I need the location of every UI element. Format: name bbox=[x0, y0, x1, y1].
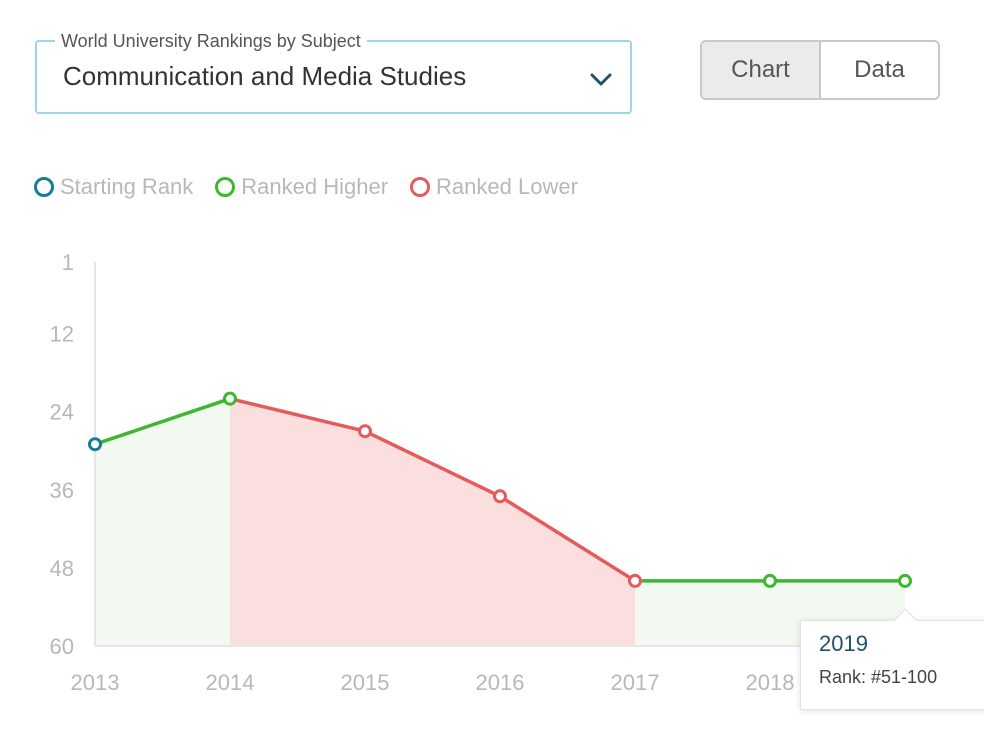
view-toggle: Chart Data bbox=[700, 40, 940, 100]
legend-label: Starting Rank bbox=[60, 174, 194, 199]
chart-legend: Starting Rank Ranked Higher Ranked Lower bbox=[34, 174, 578, 200]
chevron-down-icon bbox=[590, 73, 612, 86]
data-point bbox=[493, 489, 507, 504]
line-segment bbox=[363, 429, 502, 499]
y-tick-label: 24 bbox=[50, 400, 74, 425]
x-tick-label: 2013 bbox=[71, 670, 120, 695]
area-segment bbox=[95, 398, 230, 646]
line-segment bbox=[93, 396, 232, 446]
subject-select-label: World University Rankings by Subject bbox=[55, 27, 367, 55]
chart-tooltip: 2019 Rank: #51-100 bbox=[800, 608, 984, 710]
area-segment bbox=[500, 496, 635, 646]
area-segment bbox=[365, 431, 500, 646]
circle-icon bbox=[410, 177, 431, 197]
area-segment bbox=[635, 580, 770, 646]
data-point bbox=[358, 424, 372, 439]
data-point bbox=[898, 573, 912, 588]
circle-icon bbox=[215, 177, 236, 197]
chart-view-button[interactable]: Chart bbox=[702, 42, 821, 98]
x-tick-label: 2015 bbox=[341, 670, 390, 695]
x-tick-label: 2014 bbox=[206, 670, 255, 695]
y-tick-label: 60 bbox=[50, 634, 74, 659]
tooltip-rank: Rank: #51-100 bbox=[819, 667, 938, 687]
data-point bbox=[628, 573, 642, 588]
data-point bbox=[223, 391, 237, 406]
y-tick-label: 36 bbox=[50, 478, 74, 503]
x-tick-label: 2018 bbox=[746, 670, 795, 695]
area-segment bbox=[230, 398, 365, 646]
x-tick-label: 2017 bbox=[611, 670, 660, 695]
data-point bbox=[88, 437, 102, 452]
circle-icon bbox=[34, 177, 54, 197]
data-view-button[interactable]: Data bbox=[821, 42, 938, 98]
legend-item-starting-rank[interactable]: Starting Rank bbox=[34, 174, 193, 200]
y-tick-label: 48 bbox=[50, 556, 74, 581]
line-segment bbox=[498, 494, 637, 583]
subject-select-value: Communication and Media Studies bbox=[63, 61, 467, 91]
line-segment bbox=[228, 396, 367, 433]
tooltip-year: 2019 bbox=[819, 631, 868, 656]
data-point bbox=[763, 573, 777, 588]
legend-item-ranked-lower[interactable]: Ranked Lower bbox=[410, 174, 578, 200]
y-tick-label: 1 bbox=[62, 250, 74, 275]
subject-select[interactable]: World University Rankings by Subject Com… bbox=[35, 27, 632, 114]
y-tick-label: 12 bbox=[50, 322, 74, 347]
legend-label: Ranked Lower bbox=[436, 174, 578, 199]
x-tick-label: 2016 bbox=[476, 670, 525, 695]
legend-item-ranked-higher[interactable]: Ranked Higher bbox=[215, 174, 388, 200]
legend-label: Ranked Higher bbox=[241, 174, 389, 199]
